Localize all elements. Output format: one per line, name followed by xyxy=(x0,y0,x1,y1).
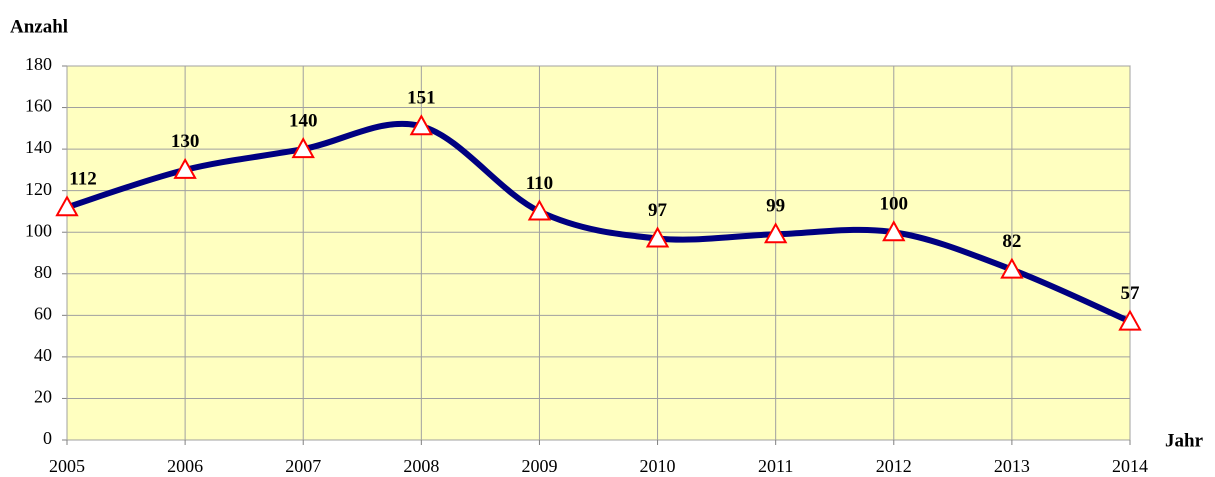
x-tick-label: 2009 xyxy=(521,456,557,476)
marker xyxy=(645,226,670,248)
data-label: 99 xyxy=(766,196,785,217)
y-axis-label: Anzahl xyxy=(10,16,68,37)
marker xyxy=(882,220,906,242)
marker xyxy=(527,199,552,221)
marker xyxy=(1000,257,1024,279)
x-tick-label: 2013 xyxy=(994,456,1030,476)
marker xyxy=(55,195,79,217)
y-tick-label: 40 xyxy=(34,345,52,365)
data-label: 97 xyxy=(648,200,668,221)
x-tick-label: 2006 xyxy=(167,456,203,476)
x-tick-label: 2008 xyxy=(403,456,439,476)
data-label: 130 xyxy=(171,131,200,152)
x-tick-label: 2010 xyxy=(640,456,676,476)
data-label: 82 xyxy=(1002,231,1021,252)
marker xyxy=(409,114,434,136)
x-tick-label: 2005 xyxy=(49,456,85,476)
y-tick-label: 0 xyxy=(43,428,52,448)
y-tick-label: 60 xyxy=(34,303,52,323)
y-tick-label: 140 xyxy=(25,137,52,157)
line xyxy=(66,120,1132,325)
marker xyxy=(291,137,315,159)
data-label: 151 xyxy=(407,88,436,109)
data-label: 140 xyxy=(289,110,318,131)
y-tick-label: 100 xyxy=(25,220,52,240)
data-label: 110 xyxy=(526,173,553,194)
x-tick-label: 2007 xyxy=(285,456,321,476)
marker xyxy=(173,157,197,179)
y-tick-label: 80 xyxy=(34,262,52,282)
y-tick-label: 120 xyxy=(25,179,52,199)
marker xyxy=(763,222,788,244)
y-tick-label: 20 xyxy=(34,387,52,407)
x-tick-label: 2014 xyxy=(1112,456,1148,476)
marker xyxy=(1118,309,1142,331)
x-axis-label: Jahr xyxy=(1165,430,1204,451)
y-tick-label: 180 xyxy=(25,54,52,74)
data-label: 100 xyxy=(880,194,909,215)
y-tick-label: 160 xyxy=(25,96,52,116)
data-label: 112 xyxy=(69,169,96,190)
x-tick-label: 2011 xyxy=(758,456,793,476)
data-label: 57 xyxy=(1121,283,1141,304)
plot-area xyxy=(66,65,1131,441)
x-tick-label: 2012 xyxy=(876,456,912,476)
